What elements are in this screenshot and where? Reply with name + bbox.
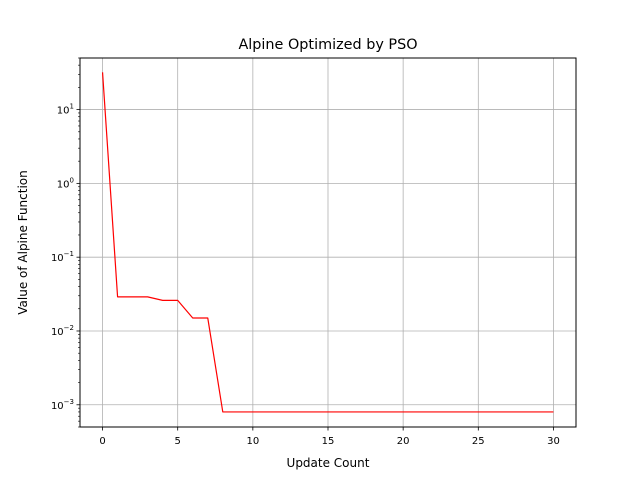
y-tick-label: 10−1 [51,250,74,264]
series-line [101,72,554,413]
x-tick-label: 30 [547,436,560,447]
x-axis-label: Update Count [287,456,370,470]
y-axis-label: Value of Alpine Function [16,170,30,315]
x-tick-label: 20 [397,436,410,447]
y-tick-label: 100 [57,176,74,190]
x-tick-label: 5 [175,436,181,447]
y-tick-label: 10−3 [51,398,74,412]
y-tick-label: 10−2 [51,324,74,338]
chart-title: Alpine Optimized by PSO [238,37,417,53]
x-tick-label: 10 [246,436,259,447]
grid [80,58,576,427]
y-tick-label: 101 [57,103,74,117]
x-axis: 0 5 10 15 20 25 30 [99,427,560,447]
series-layer [101,72,554,413]
x-tick-label: 15 [322,436,335,447]
x-tick-label: 0 [99,436,105,447]
y-axis: 101 100 10−1 10−2 10−3 [51,57,80,428]
x-tick-label: 25 [472,436,485,447]
